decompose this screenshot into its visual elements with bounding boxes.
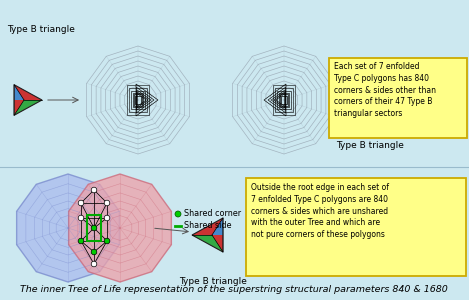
Bar [135, 96, 141, 104]
Text: Type B triangle: Type B triangle [179, 277, 247, 286]
Polygon shape [68, 174, 171, 282]
Polygon shape [347, 85, 375, 100]
Text: Outside the root edge in each set of
7 enfolded Type C polygons are 840
corners : Outside the root edge in each set of 7 e… [251, 183, 389, 239]
Circle shape [91, 261, 97, 267]
Circle shape [91, 225, 97, 231]
Text: Type B triangle: Type B triangle [7, 25, 75, 34]
FancyBboxPatch shape [246, 178, 466, 276]
Polygon shape [192, 235, 223, 252]
Bar [129, 88, 147, 112]
Circle shape [104, 200, 110, 206]
Polygon shape [14, 85, 42, 100]
Polygon shape [347, 100, 375, 115]
Text: Type B triangle: Type B triangle [336, 141, 404, 150]
Polygon shape [14, 85, 24, 100]
Polygon shape [192, 218, 223, 252]
Circle shape [104, 238, 110, 244]
Circle shape [175, 211, 181, 217]
Polygon shape [192, 218, 223, 235]
Text: Each set of 7 enfolded
Type C polygons has 840
corners & sides other than
corner: Each set of 7 enfolded Type C polygons h… [334, 62, 436, 118]
Bar [277, 91, 291, 109]
Bar [131, 91, 145, 109]
Bar [281, 96, 287, 104]
Bar [133, 93, 143, 107]
Circle shape [78, 200, 84, 206]
Circle shape [91, 187, 97, 193]
FancyBboxPatch shape [329, 58, 467, 138]
Text: The inner Tree of Life representation of the superstring structural parameters 8: The inner Tree of Life representation of… [20, 285, 448, 294]
Circle shape [104, 215, 110, 221]
Polygon shape [16, 174, 119, 282]
Bar [87, 215, 101, 241]
Text: Shared corner: Shared corner [184, 209, 241, 218]
Circle shape [78, 238, 84, 244]
Bar [280, 94, 288, 106]
Polygon shape [347, 85, 375, 115]
Bar [273, 85, 295, 115]
Bar [279, 93, 289, 107]
Polygon shape [365, 85, 375, 100]
Bar [134, 94, 142, 106]
Text: Shared side: Shared side [184, 221, 232, 230]
Polygon shape [212, 218, 223, 235]
Bar [127, 85, 149, 115]
Circle shape [78, 215, 84, 221]
Polygon shape [14, 85, 42, 115]
Bar [275, 88, 293, 112]
Polygon shape [14, 100, 42, 115]
Circle shape [91, 249, 97, 255]
